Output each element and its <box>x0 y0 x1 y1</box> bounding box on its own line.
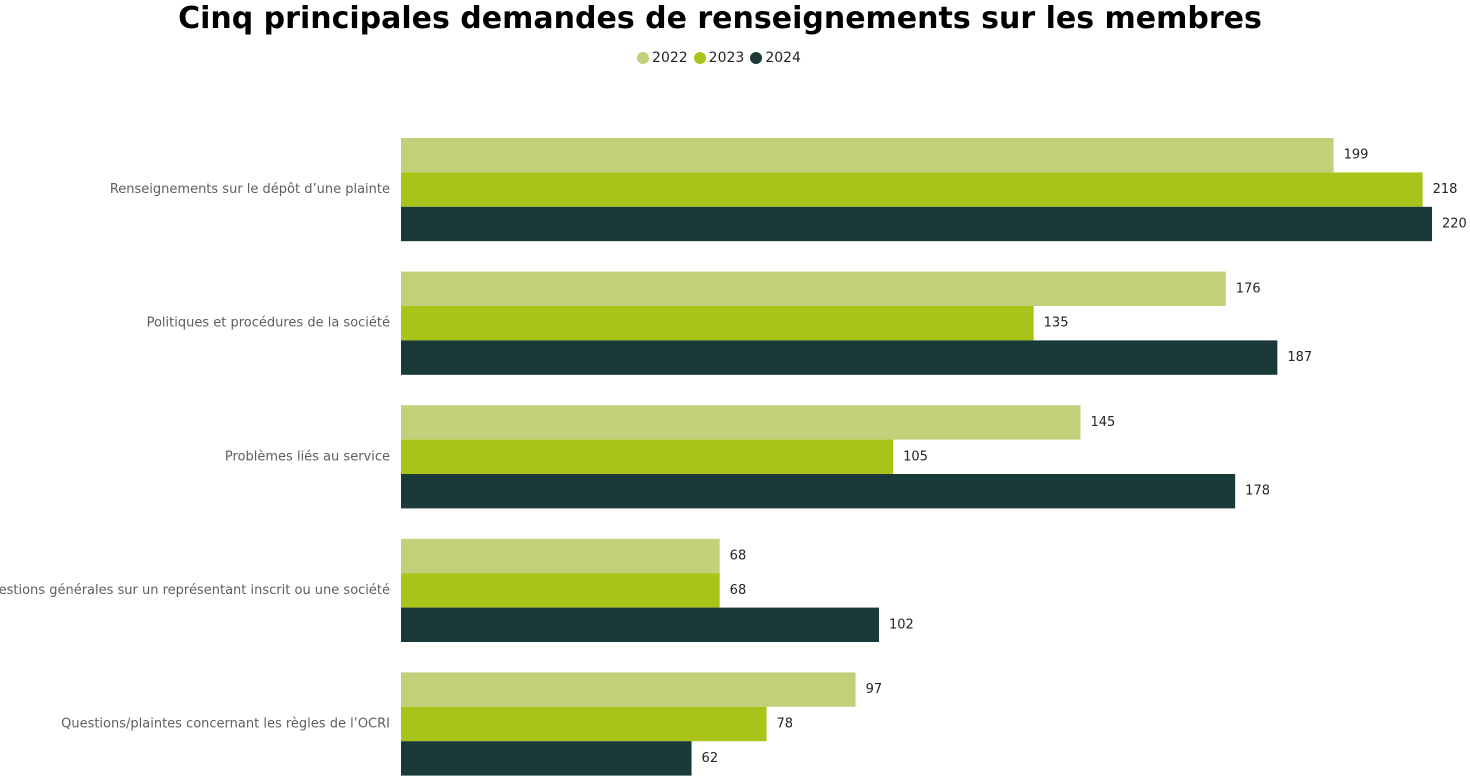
category-label: Questions/plaintes concernant les règles… <box>61 717 390 732</box>
legend-item-2023[interactable]: 2023 <box>693 48 745 68</box>
bar-2024-questions-plaintes-concernant-les-regles-de-l-ocri[interactable] <box>401 741 692 776</box>
legend-item-2024[interactable]: 2024 <box>750 48 801 68</box>
data-label-2024-politiques-et-procedures-de-la-societe: 187 <box>1287 350 1312 365</box>
bar-2022-renseignements-sur-le-depot-d-une-plainte[interactable] <box>401 138 1334 173</box>
bar-2023-renseignements-sur-le-depot-d-une-plainte[interactable] <box>401 172 1423 207</box>
legend-label-2023: 2023 <box>708 50 745 66</box>
bar-2024-questions-generales-sur-un-representant-inscrit-ou-une-societe[interactable] <box>401 607 880 642</box>
data-label-2022-renseignements-sur-le-depot-d-une-plainte: 199 <box>1344 148 1369 163</box>
legend-marker-2022 <box>637 52 650 64</box>
data-label-2022-questions-plaintes-concernant-les-regles-de-l-ocri: 97 <box>866 682 883 697</box>
bar-2022-questions-generales-sur-un-representant-inscrit-ou-une-societe[interactable] <box>401 538 720 574</box>
bar-2023-questions-plaintes-concernant-les-regles-de-l-ocri[interactable] <box>401 706 767 742</box>
bar-group-politiques-et-procedures-de-la-societe: Politiques et procédures de la société 17… <box>147 271 1312 375</box>
bar-2023-politiques-et-procedures-de-la-societe[interactable] <box>401 306 1034 341</box>
legend-item-2022[interactable]: 2022 <box>637 48 688 68</box>
bar-2022-questions-plaintes-concernant-les-regles-de-l-ocri[interactable] <box>401 672 856 707</box>
legend-label-2024: 2024 <box>765 50 801 66</box>
chart-title: Cinq principales demandes de renseigneme… <box>178 1 1262 36</box>
chart-legend: 2022 2023 2024 <box>0 48 1438 68</box>
data-label-2022-problemes-lies-au-service: 145 <box>1091 415 1116 430</box>
bar-2024-problemes-lies-au-service[interactable] <box>401 474 1236 509</box>
bar-2023-problemes-lies-au-service[interactable] <box>401 439 894 474</box>
legend-marker-2023 <box>693 52 706 64</box>
category-label: Questions générales sur un représentant … <box>0 583 390 598</box>
data-label-2023-questions-generales-sur-un-representant-inscrit-ou-une-societe: 68 <box>730 583 747 598</box>
category-label: Politiques et procédures de la société <box>147 316 390 331</box>
data-label-2024-questions-plaintes-concernant-les-regles-de-l-ocri: 62 <box>702 751 719 766</box>
legend-label-2022: 2022 <box>652 50 688 66</box>
bar-2024-renseignements-sur-le-depot-d-une-plainte[interactable] <box>401 206 1432 242</box>
bar-group-renseignements-sur-le-depot-d-une-plainte: Renseignements sur le dépôt d’une plaint… <box>110 138 1467 242</box>
category-label: Renseignements sur le dépôt d’une plaint… <box>110 182 390 197</box>
data-label-2022-questions-generales-sur-un-representant-inscrit-ou-une-societe: 68 <box>730 549 747 564</box>
bar-group-questions-plaintes-concernant-les-regles-de-l-ocri: Questions/plaintes concernant les règles… <box>61 672 883 776</box>
bar-2023-questions-generales-sur-un-representant-inscrit-ou-une-societe[interactable] <box>401 573 720 608</box>
bar-2022-problemes-lies-au-service[interactable] <box>401 405 1081 440</box>
category-label: Problèmes liés au service <box>225 449 390 464</box>
data-label-2024-questions-generales-sur-un-representant-inscrit-ou-une-societe: 102 <box>889 617 914 632</box>
bar-group-questions-generales-sur-un-representant-inscrit-ou-une-societe: Questions générales sur un représentant … <box>0 538 914 642</box>
data-label-2022-politiques-et-procedures-de-la-societe: 176 <box>1236 281 1261 296</box>
data-label-2023-politiques-et-procedures-de-la-societe: 135 <box>1044 316 1069 331</box>
bar-2024-politiques-et-procedures-de-la-societe[interactable] <box>401 340 1278 375</box>
data-label-2023-problemes-lies-au-service: 105 <box>903 449 928 464</box>
legend-marker-2024 <box>750 52 763 64</box>
data-label-2024-problemes-lies-au-service: 178 <box>1245 484 1270 499</box>
data-label-2024-renseignements-sur-le-depot-d-une-plainte: 220 <box>1442 217 1467 232</box>
data-label-2023-renseignements-sur-le-depot-d-une-plainte: 218 <box>1433 182 1458 197</box>
data-label-2023-questions-plaintes-concernant-les-regles-de-l-ocri: 78 <box>777 717 794 732</box>
bar-group-problemes-lies-au-service: Problèmes liés au service 145 105 178 <box>225 405 1270 509</box>
bar-2022-politiques-et-procedures-de-la-societe[interactable] <box>401 271 1226 306</box>
